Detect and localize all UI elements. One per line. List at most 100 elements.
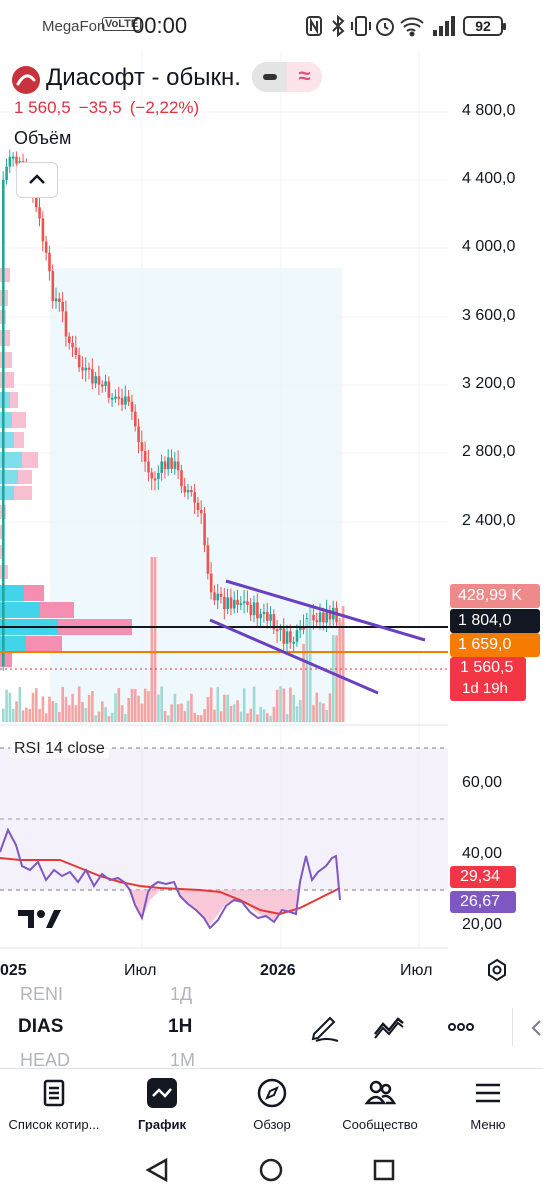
- watchlist-icon: [43, 1079, 65, 1107]
- nav-menu[interactable]: Меню: [436, 1069, 540, 1141]
- volume-bar: [15, 701, 18, 722]
- candle: [51, 271, 55, 302]
- volume-bar: [21, 710, 25, 722]
- volume-indicator-label[interactable]: Объём: [14, 128, 72, 148]
- prev-symbol[interactable]: RENI: [20, 984, 64, 1004]
- volume-bar: [223, 694, 226, 722]
- candle: [134, 411, 137, 427]
- chart-mode-toggle[interactable]: ≈: [252, 62, 322, 92]
- volume-bar: [74, 705, 78, 722]
- alarm-icon: [376, 18, 394, 36]
- compare-icon[interactable]: ≈: [287, 62, 322, 92]
- volume-bar: [51, 701, 55, 722]
- volume-bar: [160, 686, 163, 722]
- collapse-indicators-button[interactable]: [16, 162, 58, 198]
- trendline-lower: [209, 618, 379, 695]
- candle: [117, 396, 121, 399]
- candle: [295, 630, 299, 642]
- rsi-params: 14 close: [45, 740, 105, 757]
- candle: [196, 502, 200, 511]
- volume-bar: [262, 709, 266, 722]
- candle: [233, 599, 236, 609]
- volume-bar: [196, 715, 200, 722]
- candle: [183, 486, 187, 493]
- volume-bar: [249, 708, 253, 722]
- tradingview-logo-icon[interactable]: [16, 906, 62, 939]
- symbol-selector[interactable]: DIAS: [18, 1016, 64, 1037]
- volume-bar: [5, 689, 8, 722]
- candle: [107, 381, 111, 398]
- interval-selector[interactable]: 1H: [168, 1016, 193, 1037]
- volume-bar: [236, 700, 239, 722]
- chevron-left-icon[interactable]: [528, 1018, 542, 1038]
- volume-bar: [143, 688, 147, 722]
- indicators-icon[interactable]: [372, 1010, 406, 1044]
- next-interval[interactable]: 1M: [170, 1050, 196, 1070]
- volte-badge: VoLTE: [102, 17, 142, 31]
- candle: [140, 442, 144, 452]
- price-chart[interactable]: [0, 0, 543, 1000]
- candle: [101, 384, 104, 387]
- volume-bar: [295, 706, 299, 722]
- volume-bar: [127, 697, 130, 722]
- symbol-name[interactable]: Диасофт - обыкн.: [46, 64, 241, 91]
- home-icon: [259, 1158, 283, 1182]
- next-symbol[interactable]: HEAD: [20, 1050, 71, 1070]
- volume-bar: [305, 619, 309, 722]
- candle: [163, 461, 167, 470]
- nav-chart[interactable]: График: [110, 1069, 214, 1141]
- vibrate-icon: [351, 16, 371, 36]
- candle: [318, 612, 322, 623]
- rsi-indicator-label[interactable]: RSI 14 close: [10, 740, 109, 758]
- volume-bar: [279, 686, 282, 722]
- volume-bar: [110, 712, 114, 722]
- wifi-icon: [400, 17, 424, 37]
- chevron-up-icon: [29, 174, 45, 184]
- last-price-value: 1 560,5: [460, 659, 514, 676]
- price-axis-label: 4 000,0: [462, 238, 516, 255]
- candle: [11, 156, 15, 159]
- volume-bar: [61, 686, 64, 722]
- candle: [41, 218, 45, 242]
- candle: [282, 628, 286, 644]
- rsi-title: RSI: [14, 740, 41, 757]
- volume-bar: [31, 692, 35, 722]
- clock: 00:00: [132, 13, 188, 38]
- time-axis-label: 2026: [260, 962, 296, 979]
- prev-interval[interactable]: 1Д: [170, 984, 193, 1004]
- candle: [84, 367, 88, 371]
- candle: [5, 166, 8, 180]
- last-price-tag: 1 560,5 1d 19h: [450, 657, 526, 701]
- candle: [87, 367, 91, 370]
- nav-explore[interactable]: Обзор: [220, 1069, 324, 1141]
- nav-label: Обзор: [253, 1117, 291, 1132]
- candle: [249, 604, 253, 616]
- volume-bar: [84, 708, 88, 722]
- volume-bar: [167, 715, 170, 722]
- volume-bar: [315, 692, 319, 722]
- candle: [275, 629, 279, 632]
- candle: [170, 457, 173, 469]
- candle: [127, 396, 130, 402]
- candle: [203, 513, 206, 546]
- price-axis-label: 3 600,0: [462, 307, 516, 324]
- nav-label: Меню: [470, 1117, 506, 1132]
- time-axis-label: Июл: [400, 962, 433, 979]
- volume-bar: [289, 687, 292, 722]
- volume-bar: [64, 696, 68, 722]
- chart-icon: [147, 1078, 177, 1108]
- pencil-icon[interactable]: [308, 1010, 342, 1044]
- volume-bar: [209, 687, 213, 722]
- volume-bar: [48, 696, 51, 722]
- trendline-upper: [225, 579, 426, 642]
- symbol-header[interactable]: Диасофт - обыкн. 1 560,5 −35,5 (−2,22%): [10, 58, 430, 118]
- more-icon[interactable]: [444, 1010, 478, 1044]
- nav-community[interactable]: Сообщество: [328, 1069, 432, 1141]
- volume-bar: [335, 635, 338, 722]
- minus-icon[interactable]: [252, 62, 287, 92]
- candle: [272, 614, 276, 630]
- chart-settings-icon[interactable]: [485, 958, 509, 982]
- candle: [325, 610, 328, 623]
- nav-watchlist[interactable]: Список котир...: [0, 1069, 108, 1141]
- volume-bar: [186, 700, 190, 722]
